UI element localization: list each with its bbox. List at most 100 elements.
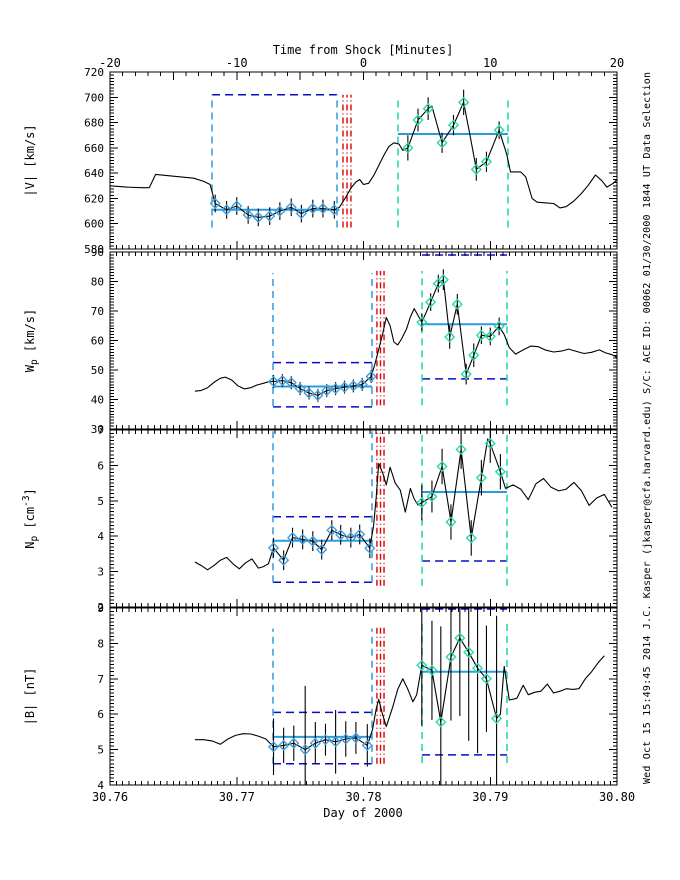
data-point-diamond xyxy=(470,163,482,175)
y-tick-label: 6 xyxy=(97,708,104,721)
data-point-diamond xyxy=(494,466,506,478)
panel-frame-w xyxy=(109,251,618,430)
y-axis-title-part: -3 xyxy=(21,495,32,506)
y-tick-label: 580 xyxy=(84,243,104,256)
y-tick-label: 680 xyxy=(84,117,104,130)
data-point-diamond xyxy=(231,200,243,212)
data-point-diamond xyxy=(426,664,438,676)
data-point-diamond xyxy=(480,673,493,685)
y-tick-label: 660 xyxy=(84,142,104,155)
data-point-diamond xyxy=(307,202,319,215)
data-point-diamond xyxy=(286,532,299,544)
data-point-diamond xyxy=(316,544,328,556)
data-point-diamond xyxy=(294,382,306,395)
data-point-diamond xyxy=(328,204,340,216)
y-tick-label: 4 xyxy=(97,779,104,792)
y-tick-label: 720 xyxy=(84,66,104,79)
data-point-diamond xyxy=(354,528,366,541)
y-tick-label: 5 xyxy=(97,744,104,757)
data-point-diamond xyxy=(299,744,311,756)
minutes-tick-label: 0 xyxy=(360,56,367,70)
data-point-diamond xyxy=(436,460,448,473)
data-point-diamond xyxy=(278,554,290,566)
data-point-diamond xyxy=(445,516,457,528)
data-curve-v xyxy=(109,101,618,218)
data-point-diamond xyxy=(267,375,280,388)
data-point-diamond xyxy=(267,542,280,554)
data-point-diamond xyxy=(454,632,466,644)
data-point-diamond xyxy=(451,298,463,310)
data-point-diamond xyxy=(319,734,332,746)
minutes-tick-label: -10 xyxy=(226,56,248,70)
data-point-diamond xyxy=(435,716,447,728)
data-point-diamond xyxy=(416,316,428,328)
data-point-diamond xyxy=(340,733,352,745)
x-tick-label: 30.76 xyxy=(92,790,128,804)
data-point-diamond xyxy=(426,490,438,503)
data-point-diamond xyxy=(347,380,359,392)
data-point-diamond xyxy=(493,124,505,136)
y-tick-label: 7 xyxy=(97,424,104,437)
data-curve-w xyxy=(194,279,618,396)
data-point-diamond xyxy=(465,532,477,544)
minutes-tick-label: 10 xyxy=(483,56,497,70)
axes-layer xyxy=(109,71,618,786)
data-point-diamond xyxy=(471,662,484,674)
panel-frame-b xyxy=(109,607,618,786)
panel-frame-n xyxy=(109,429,618,608)
y-tick-label: 4 xyxy=(97,530,104,543)
y-axis-title-part: |V| [km/s] xyxy=(23,124,37,196)
data-point-diamond xyxy=(356,378,368,391)
data-point-diamond xyxy=(242,209,254,221)
data-point-diamond xyxy=(425,296,437,308)
x-tick-label: 30.80 xyxy=(599,790,635,804)
data-point-diamond xyxy=(468,349,480,361)
data-point-diamond xyxy=(321,385,333,397)
y-tick-label: 2 xyxy=(97,601,104,614)
y-tick-label: 5 xyxy=(97,495,104,508)
side-annotation-text: Wed Oct 15 15:49:45 2014 J.C. Kasper (jk… xyxy=(642,72,653,784)
data-curve-n xyxy=(194,438,613,571)
data-point-diamond xyxy=(307,535,319,547)
data-point-diamond xyxy=(278,739,290,751)
data-point-diamond xyxy=(338,381,351,393)
y-tick-label: 50 xyxy=(91,364,104,377)
data-point-diamond xyxy=(416,659,428,671)
data-point-diamond xyxy=(330,736,342,748)
minutes-tick-label: -20 xyxy=(99,56,121,70)
data-point-diamond xyxy=(285,201,297,213)
y-axis-title-part: ] xyxy=(23,488,37,495)
data-point-diamond xyxy=(326,524,338,536)
x-tick-label: 30.78 xyxy=(345,790,381,804)
data-point-diamond xyxy=(480,156,493,168)
top-axis-title: Time from Shock [Minutes] xyxy=(273,43,454,57)
y-tick-label: 70 xyxy=(91,305,104,318)
y-axis-title-part: p xyxy=(29,359,40,365)
y-tick-label: 7 xyxy=(97,673,104,686)
data-point-diamond xyxy=(295,208,307,220)
data-point-diamond xyxy=(288,737,300,749)
panel-frame-v xyxy=(109,71,618,250)
data-point-diamond xyxy=(297,533,309,545)
data-point-diamond xyxy=(455,443,467,456)
data-point-diamond xyxy=(436,137,448,149)
data-point-diamond xyxy=(361,739,373,751)
data-point-diamond xyxy=(345,532,357,544)
y-tick-label: 90 xyxy=(91,246,104,259)
data-point-diamond xyxy=(364,542,376,554)
y-tick-label: 40 xyxy=(91,394,104,407)
data-point-diamond xyxy=(309,737,321,749)
data-point-diamond xyxy=(422,103,434,115)
data-point-diamond xyxy=(416,496,428,509)
y-axis-title-part: [cm xyxy=(23,507,37,536)
y-tick-label: 6 xyxy=(97,459,104,472)
data-point-diamond xyxy=(402,142,414,154)
data-point-diamond xyxy=(276,375,288,387)
data-point-diamond xyxy=(444,331,456,343)
y-axis-title-v: |V| [km/s] xyxy=(23,124,37,196)
y-tick-label: 30 xyxy=(91,423,104,436)
y-tick-label: 600 xyxy=(84,218,104,231)
data-point-diamond xyxy=(490,712,503,725)
data-point-diamond xyxy=(484,330,496,342)
